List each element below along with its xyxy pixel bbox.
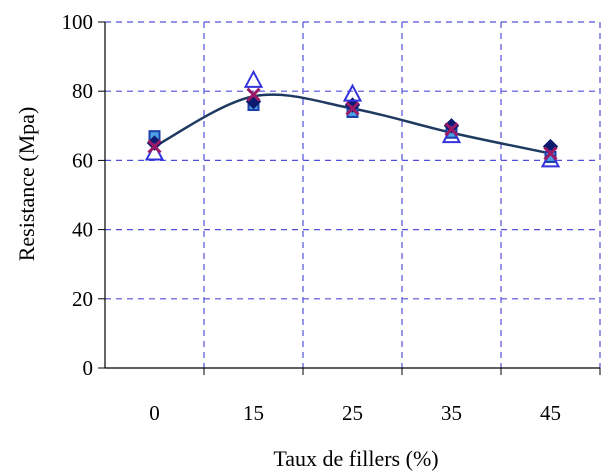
triangle-marker xyxy=(243,69,264,88)
cross-marker xyxy=(444,122,459,137)
cross-marker xyxy=(543,146,558,161)
x-tick-label: 35 xyxy=(441,401,462,425)
x-tick-label: 0 xyxy=(149,401,160,425)
y-tick-label: 60 xyxy=(72,148,93,172)
x-axis-title: Taux de fillers (%) xyxy=(273,446,438,471)
cross-marker xyxy=(246,87,261,102)
triangle-marker xyxy=(342,83,363,102)
y-tick-label: 100 xyxy=(62,10,94,34)
axes xyxy=(98,21,601,375)
y-axis-title: Resistance (Mpa) xyxy=(14,107,39,262)
grid xyxy=(105,21,601,368)
tick-labels: 0 20 40 60 80 100 0 15 25 35 45 xyxy=(62,10,562,425)
data-points xyxy=(144,69,561,168)
x-tick-label: 45 xyxy=(540,401,561,425)
cross-marker xyxy=(345,101,360,116)
y-tick-label: 80 xyxy=(72,79,93,103)
y-tick-label: 40 xyxy=(72,218,93,242)
x-tick-label: 25 xyxy=(342,401,363,425)
cross-marker xyxy=(147,139,162,154)
y-tick-label: 20 xyxy=(72,287,93,311)
y-tick-label: 0 xyxy=(83,356,94,380)
x-tick-label: 15 xyxy=(243,401,264,425)
